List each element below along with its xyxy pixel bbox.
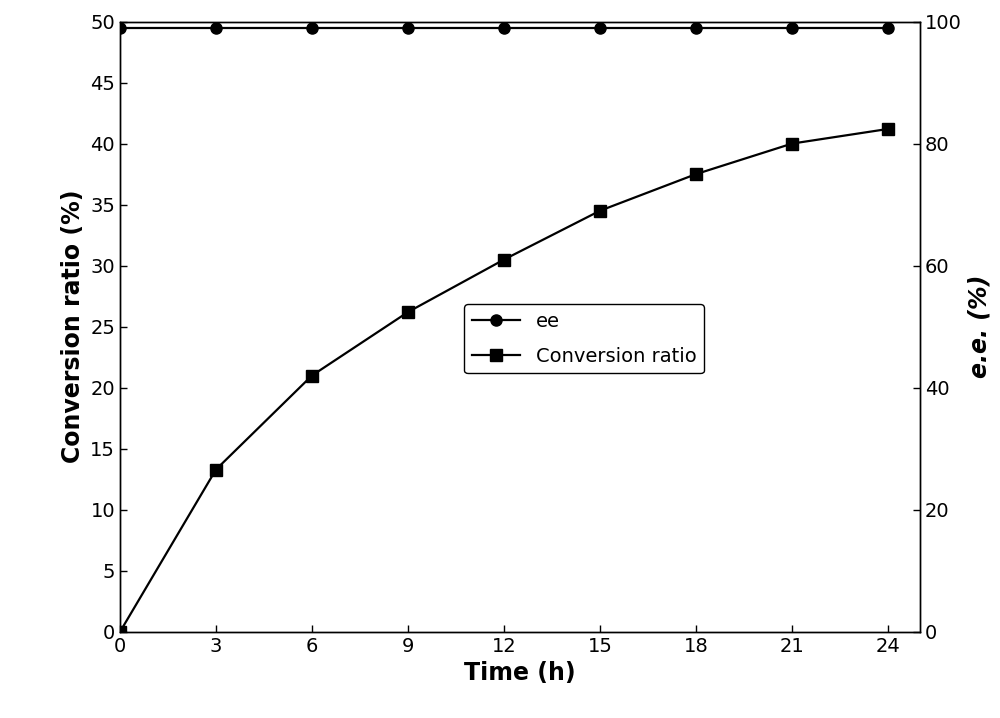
ee [882,23,894,32]
Conversion ratio [306,371,318,380]
Conversion ratio [882,125,894,134]
Conversion ratio [498,256,510,264]
ee [690,23,702,32]
Line: Conversion ratio: Conversion ratio [114,123,894,638]
ee [306,23,318,32]
Y-axis label: Conversion ratio (%): Conversion ratio (%) [61,190,85,463]
Conversion ratio [402,308,414,317]
X-axis label: Time (h): Time (h) [464,661,576,685]
Conversion ratio [690,170,702,179]
ee [498,23,510,32]
Conversion ratio [594,206,606,215]
Conversion ratio [210,465,222,474]
Line: ee: ee [114,22,894,33]
Y-axis label: e.e. (%): e.e. (%) [967,275,991,378]
ee [594,23,606,32]
ee [210,23,222,32]
Conversion ratio [786,139,798,148]
ee [786,23,798,32]
Legend: ee, Conversion ratio: ee, Conversion ratio [464,304,704,373]
Conversion ratio [114,628,126,636]
ee [114,23,126,32]
ee [402,23,414,32]
